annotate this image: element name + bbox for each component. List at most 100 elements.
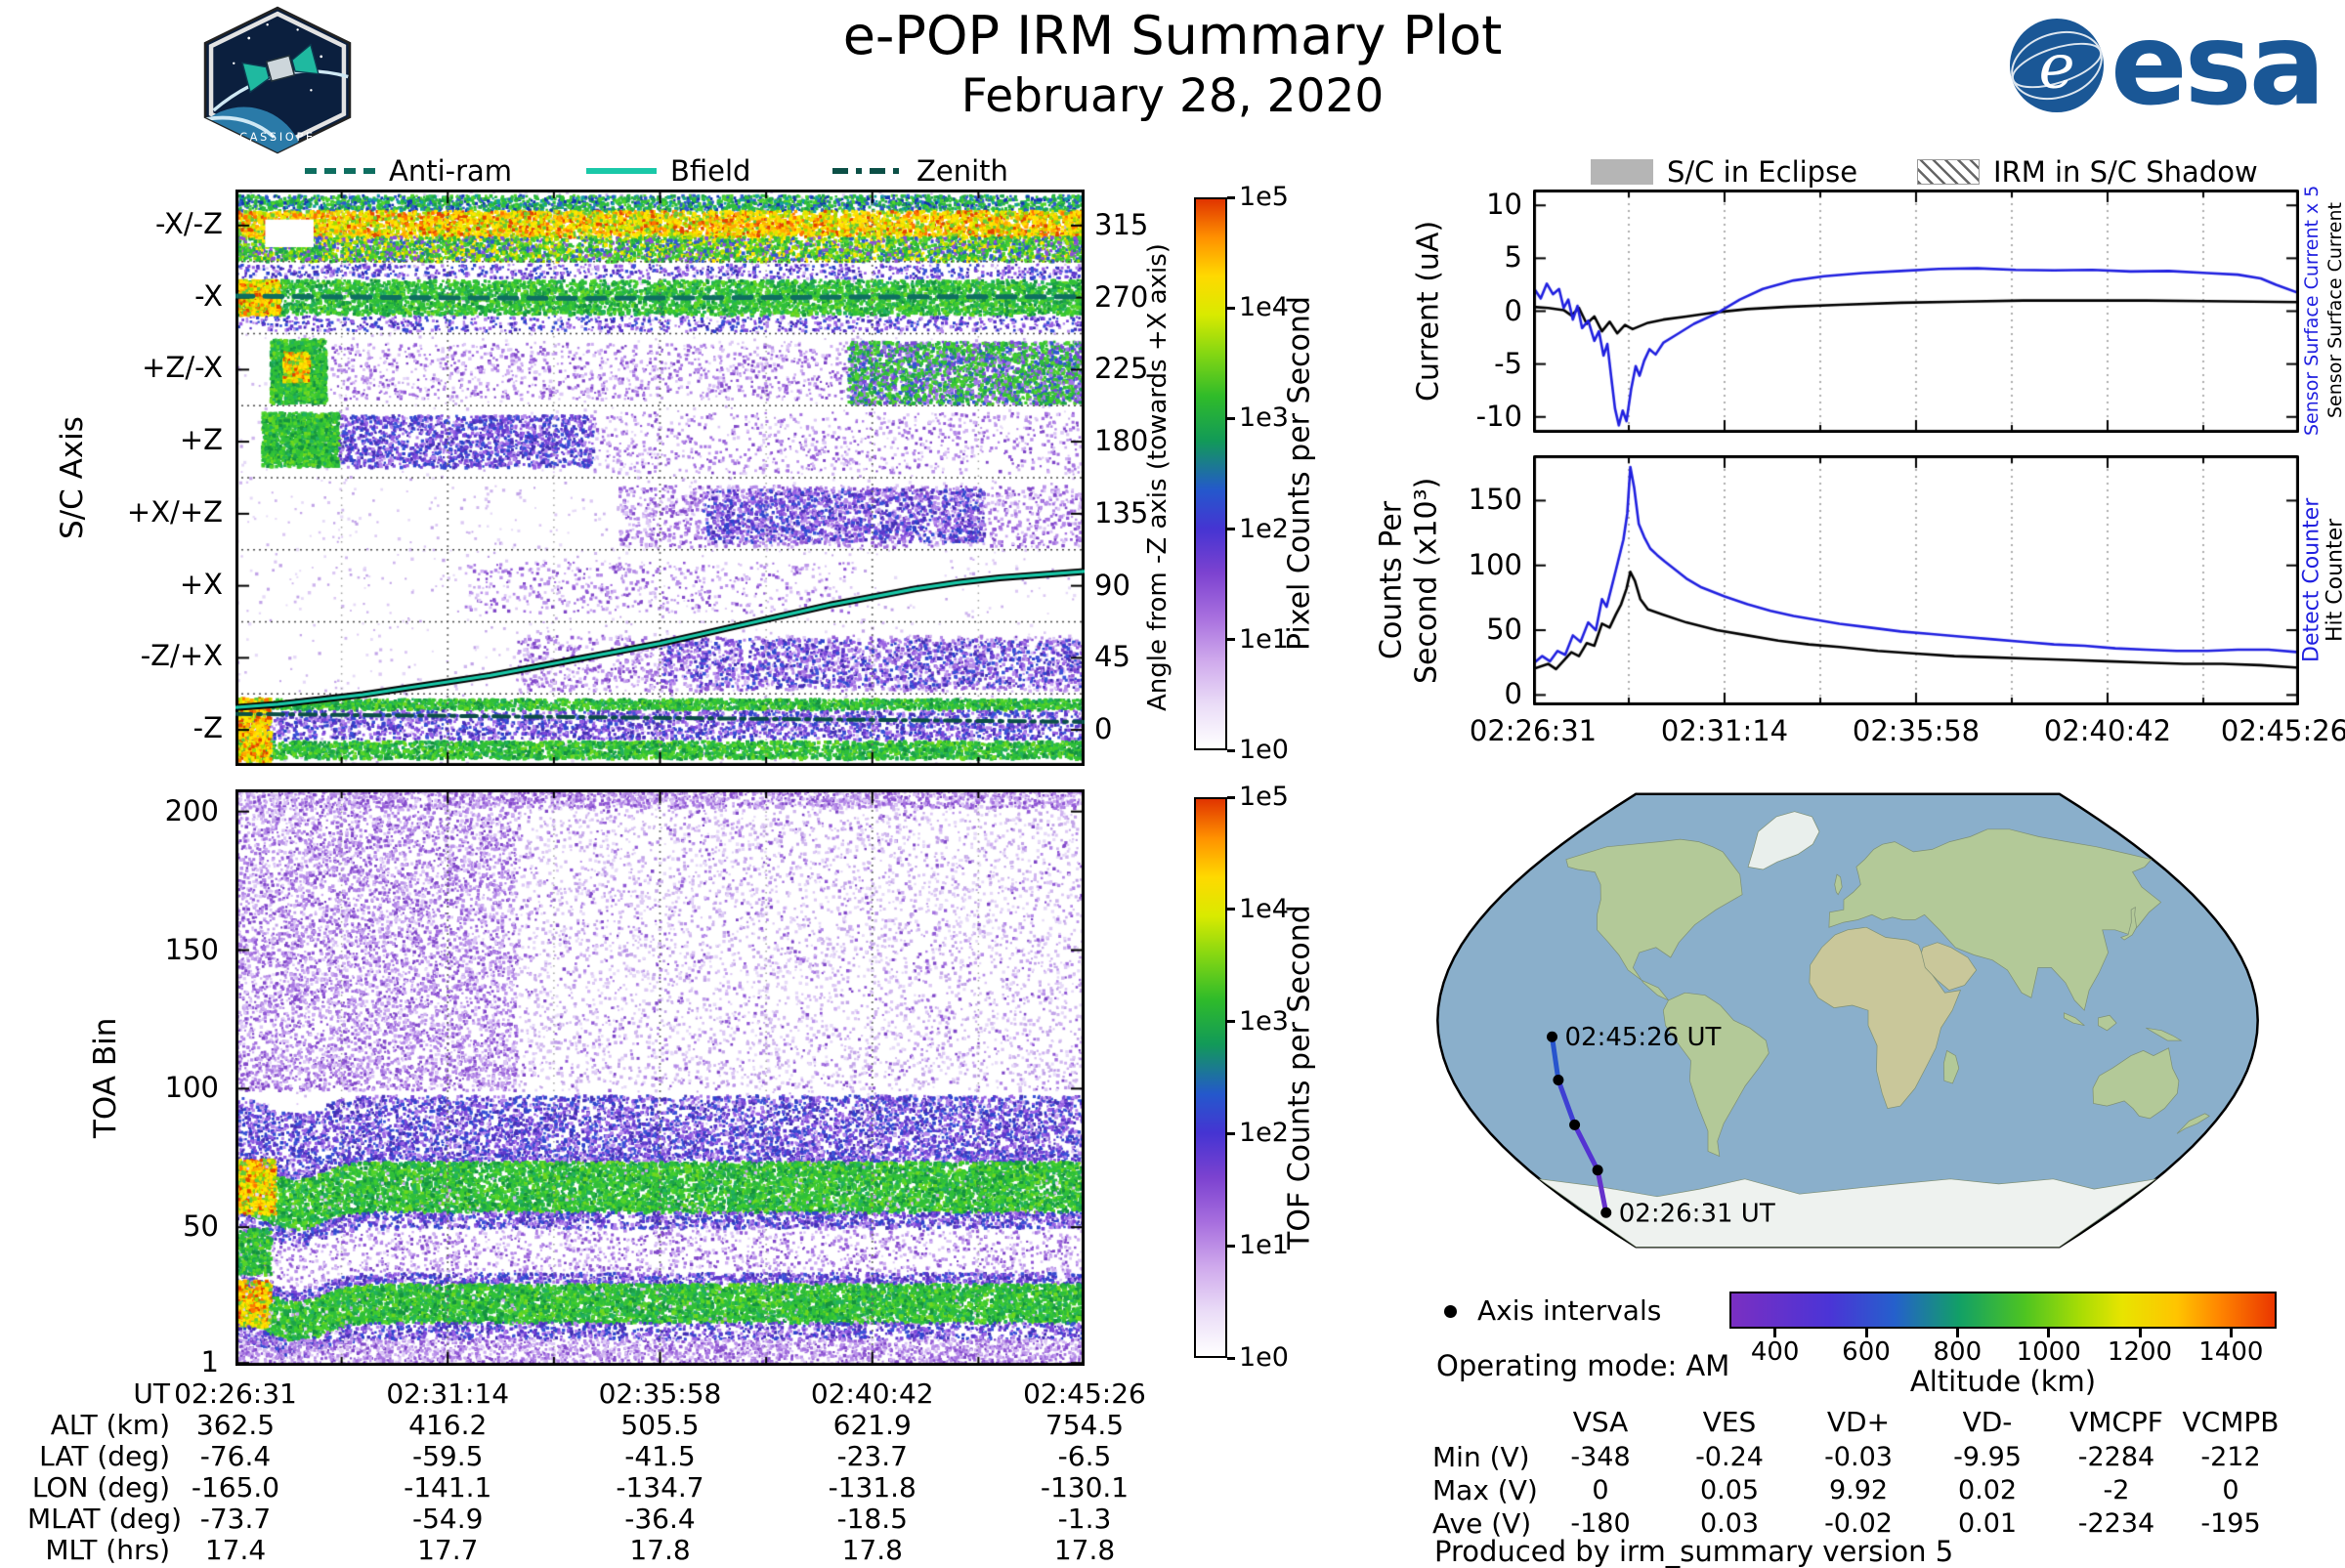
altitude-tick-label: 1400	[2198, 1337, 2264, 1367]
ephemeris-value: 754.5	[1045, 1409, 1125, 1441]
right-time-tick-label: 02:26:31	[1469, 714, 1598, 747]
voltage-value: -9.95	[1953, 1442, 2022, 1472]
axis-interval-dot	[1600, 1207, 1612, 1218]
map-landmass	[1565, 838, 1743, 1001]
toa-tick-label: 50	[183, 1209, 219, 1244]
pixel-colorbar-tick-label: 1e1	[1239, 623, 1289, 655]
tof-colorbar-tick-label: 1e3	[1239, 1005, 1289, 1037]
ephemeris-row-label: MLT (hrs)	[45, 1534, 170, 1566]
ephemeris-value: 17.8	[841, 1534, 903, 1566]
tof-colorbar-tick-mark	[1227, 1356, 1235, 1360]
current-tick-label: 5	[1504, 240, 1522, 275]
pixel-colorbar-tick-mark	[1227, 195, 1235, 199]
altitude-tick-label: 1200	[2107, 1337, 2173, 1367]
voltage-col-header: VD-	[1962, 1406, 2013, 1438]
sc-axis-tick-label: +Z	[179, 423, 223, 457]
axis-intervals-dot	[1444, 1305, 1457, 1318]
tof-colorbar-tick-label: 1e0	[1239, 1342, 1289, 1373]
voltage-value: -2234	[2077, 1508, 2155, 1539]
ephemeris-value: 17.4	[204, 1534, 267, 1566]
ground-track-segment	[1556, 1078, 1578, 1127]
ephemeris-value: -165.0	[191, 1471, 280, 1504]
page-title: e-POP IRM Summary Plot	[842, 5, 1503, 66]
cassiope-mission-patch: CASSIOPE	[203, 6, 352, 154]
time-tick-label: 02:31:14	[386, 1377, 510, 1410]
altitude-tick-mark	[2229, 1329, 2233, 1337]
tof-colorbar-tick-label: 1e5	[1239, 782, 1289, 812]
pixel-colorbar-tick-label: 1e4	[1239, 292, 1289, 323]
map-landmass	[2176, 1113, 2210, 1134]
map-landmass	[2119, 906, 2137, 941]
pixel-colorbar-tick-mark	[1227, 638, 1235, 642]
bfield-line-swatch	[586, 168, 657, 174]
ephemeris-value: 416.2	[408, 1409, 488, 1441]
ephemeris-value: -141.1	[404, 1471, 492, 1504]
voltage-col-header: VMCPF	[2069, 1406, 2163, 1438]
toa-tick-label: 200	[164, 793, 219, 827]
ground-track-world-map: 02:45:26 UT 02:26:31 UT	[1436, 792, 2259, 1249]
page-date: February 28, 2020	[960, 69, 1385, 123]
voltage-value: 0.01	[1957, 1508, 2018, 1539]
altitude-colorbar	[1729, 1292, 2277, 1329]
voltage-value: -348	[1570, 1442, 1631, 1472]
voltage-value: 0	[1592, 1475, 1609, 1505]
current-tick-label: -5	[1494, 346, 1522, 380]
eclipse-swatch	[1591, 159, 1653, 185]
voltage-value: -2	[2103, 1475, 2130, 1505]
ephemeris-value: -41.5	[624, 1440, 696, 1472]
angle-tick-label: 270	[1094, 279, 1149, 314]
map-landmass	[1921, 942, 1978, 991]
legend-item-zenith: Zenith	[832, 154, 1008, 188]
legend-label: Anti-ram	[389, 154, 513, 188]
altitude-tick-mark	[1864, 1329, 1868, 1337]
tof-colorbar-tick-label: 1e4	[1239, 893, 1289, 924]
ephemeris-value: -6.5	[1057, 1440, 1112, 1472]
sc-axis-tick-label: +Z/-X	[142, 351, 223, 385]
sc-axis-tick-label: -X/-Z	[155, 206, 223, 240]
sc-axis-tick-label: -Z/+X	[140, 639, 223, 673]
tof-colorbar-tick-mark	[1227, 1131, 1235, 1135]
ephemeris-value: -1.3	[1057, 1503, 1112, 1535]
legend-label: Zenith	[917, 154, 1008, 188]
ephemeris-value: -131.8	[828, 1471, 917, 1504]
patch-title: CASSIOPE	[239, 131, 316, 144]
ephemeris-value: -134.7	[616, 1471, 704, 1504]
tof-colorbar-tick-label: 1e2	[1239, 1118, 1289, 1149]
ephemeris-row-label: LAT (deg)	[39, 1440, 170, 1472]
ephemeris-value: -23.7	[836, 1440, 908, 1472]
counts-tick-label: 50	[1486, 613, 1522, 647]
tof-colorbar-tick-mark	[1227, 1244, 1235, 1248]
ephemeris-value: -73.7	[199, 1503, 272, 1535]
ephemeris-row-label: LON (deg)	[31, 1471, 170, 1504]
map-landmass	[1539, 1178, 2156, 1248]
map-landmass	[1809, 926, 1962, 1109]
ephemeris-value: -36.4	[624, 1503, 696, 1535]
ephemeris-value: -54.9	[412, 1503, 484, 1535]
esa-logo-globe-icon: e	[2009, 18, 2105, 113]
tof-colorbar-tick-mark	[1227, 795, 1235, 799]
ephemeris-row-label: ALT (km)	[50, 1409, 170, 1441]
ephemeris-value: 17.8	[629, 1534, 691, 1566]
current-line-chart	[1533, 190, 2299, 433]
legend-item-bfield: Bfield	[586, 154, 750, 188]
track-start-label: 02:26:31 UT	[1619, 1199, 1775, 1228]
angle-tick-label: 315	[1094, 207, 1149, 241]
map-landmass	[2064, 1012, 2085, 1027]
counts-tick-label: 100	[1468, 547, 1522, 581]
current-tick-label: 0	[1504, 293, 1522, 327]
altitude-tick-mark	[1773, 1329, 1777, 1337]
legend-label: Bfield	[670, 154, 751, 188]
altitude-tick-label: 400	[1750, 1337, 1800, 1367]
map-landmass	[2146, 1027, 2183, 1041]
ephemeris-value: -18.5	[836, 1503, 908, 1535]
toa-tick-label: 100	[164, 1071, 219, 1105]
right-time-tick-label: 02:45:26	[2220, 714, 2345, 747]
voltage-value: 9.92	[1828, 1475, 1889, 1505]
voltage-row-header: Ave (V)	[1432, 1507, 1532, 1540]
right-time-tick-label: 02:40:42	[2043, 714, 2172, 747]
pixel-colorbar-tick-mark	[1227, 748, 1235, 752]
time-tick-label: 02:40:42	[810, 1377, 934, 1410]
ephemeris-value: -59.5	[412, 1440, 484, 1472]
angle-tick-label: 180	[1094, 424, 1149, 458]
